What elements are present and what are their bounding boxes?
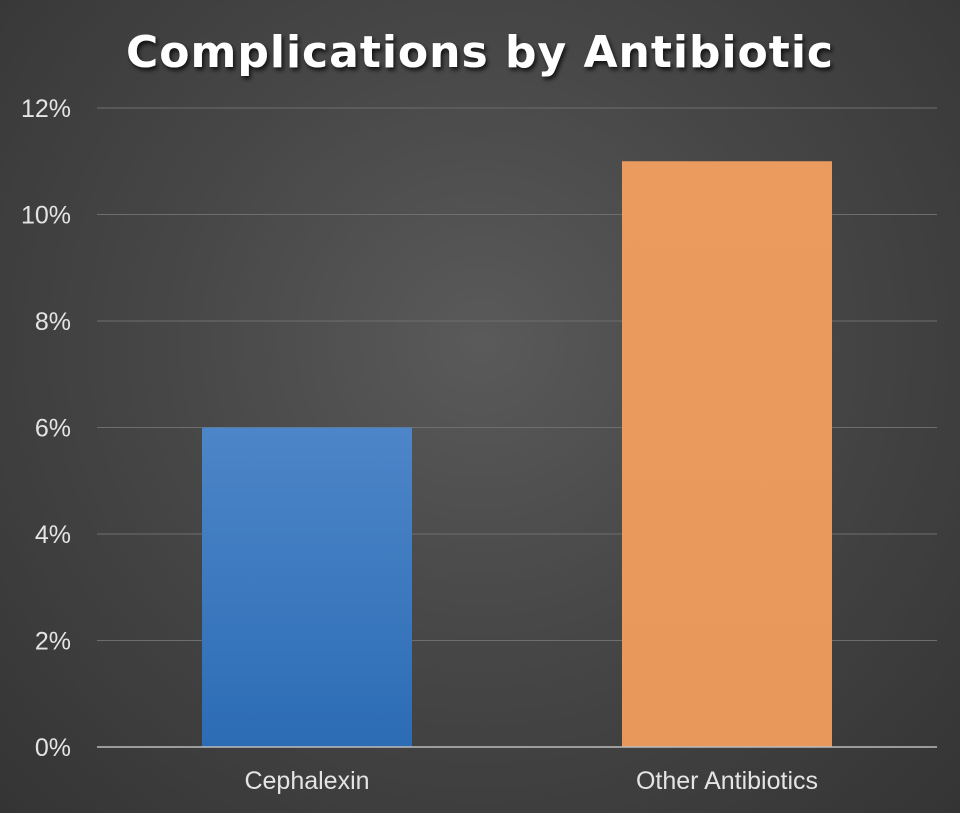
y-tick-label: 4% [35, 521, 71, 549]
chart-title: Complications by Antibiotic [126, 27, 834, 78]
y-tick-label: 8% [35, 308, 71, 336]
x-category-label: Cephalexin [244, 767, 369, 795]
bars [202, 161, 832, 747]
bar-other-antibiotics [622, 161, 832, 747]
y-axis-tick-labels: 0% 2% 4% 6% 8% 10% 12% [21, 95, 71, 762]
x-category-label: Other Antibiotics [636, 767, 818, 795]
y-tick-label: 2% [35, 628, 71, 656]
y-tick-label: 10% [21, 202, 71, 230]
bar-cephalexin [202, 427, 412, 747]
y-tick-label: 12% [21, 95, 71, 123]
y-tick-label: 0% [35, 734, 71, 762]
x-axis-category-labels: Cephalexin Other Antibiotics [244, 767, 818, 795]
y-tick-label: 6% [35, 415, 71, 443]
